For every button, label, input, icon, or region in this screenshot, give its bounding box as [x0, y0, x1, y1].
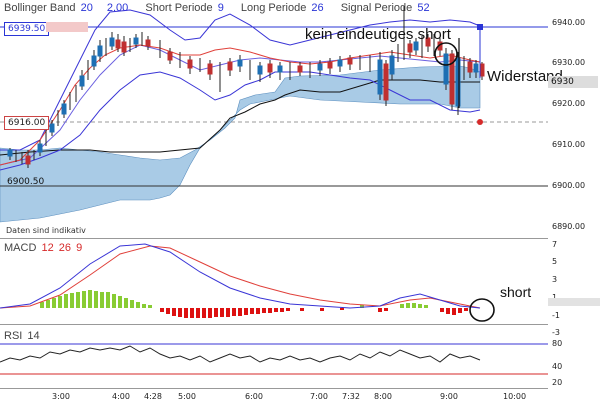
macd-tick-3: 3 [552, 275, 558, 284]
macd-histogram-positive [40, 290, 428, 308]
rsi-period: 14 [27, 330, 40, 342]
rsi-line [0, 345, 481, 363]
time-label-8: 8:00 [374, 392, 392, 401]
macd-p2: 26 [58, 242, 72, 254]
time-label-428: 4:28 [144, 392, 162, 401]
macd-panel[interactable]: MACD 12 26 9 short [0, 240, 548, 325]
price-chart-panel[interactable]: Bollinger Band 20 2.00 Short Periode 9 Lo… [0, 0, 563, 239]
rsi-tick-40: 40 [552, 362, 563, 371]
macd-y-axis: 7 5 3 1 -1 -3 [548, 240, 600, 337]
annotation-circle-top [434, 42, 458, 66]
macd-line-blue [0, 243, 481, 309]
bollinger-upper [0, 9, 481, 151]
y-tick-6890: 6890.00 [552, 222, 586, 231]
price-chart-canvas[interactable] [0, 0, 548, 238]
bollinger-label: Bollinger Band [4, 2, 76, 14]
short-period-value: 9 [217, 2, 224, 14]
time-label-9: 9:00 [440, 392, 458, 401]
macd-tick-neg3: -3 [552, 328, 560, 337]
bollinger-middle [0, 44, 481, 166]
time-label-6: 6:00 [245, 392, 263, 401]
short-period-label: Short Periode [145, 2, 213, 14]
time-label-4: 4:00 [112, 392, 130, 401]
rsi-chart-canvas[interactable] [0, 328, 548, 388]
middle-price-tag: 6916.00 [4, 116, 50, 130]
upper-price-tag: 6939.50 [4, 22, 50, 36]
time-label-7: 7:00 [310, 392, 328, 401]
macd-tick-5: 5 [552, 257, 558, 266]
macd-legend: MACD 12 26 9 [4, 242, 84, 254]
bollinger-lower [0, 71, 481, 171]
rsi-y-axis: 80 40 20 [548, 328, 600, 388]
annotation-short: short [500, 284, 532, 300]
price-legend: Bollinger Band 20 2.00 Short Periode 9 Lo… [4, 2, 444, 14]
lower-price-tag: 6900.50 [7, 177, 45, 187]
macd-tick-neg1: -1 [552, 311, 560, 320]
time-axis: 3:00 4:00 4:28 5:00 6:00 7:00 7:32 8:00 … [0, 390, 548, 406]
candlesticks [7, 6, 485, 168]
annotation-circle-macd [469, 298, 495, 322]
macd-p3: 9 [76, 242, 83, 254]
current-price-tag-right: 6930 [548, 76, 598, 88]
rsi-tick-20: 20 [552, 378, 563, 387]
y-tick-6900: 6900.00 [552, 181, 586, 190]
rsi-legend: RSI 14 [4, 330, 42, 342]
macd-p1: 12 [41, 242, 54, 254]
long-period-value: 26 [311, 2, 324, 14]
rsi-tick-80: 80 [552, 339, 563, 348]
bollinger-period: 20 [80, 2, 93, 14]
macd-label: MACD [4, 242, 37, 254]
time-label-3: 3:00 [52, 392, 70, 401]
long-period-label: Long Periode [240, 2, 307, 14]
rsi-panel[interactable]: RSI 14 [0, 328, 548, 389]
time-label-732: 7:32 [342, 392, 360, 401]
y-tick-6930: 6930.00 [552, 58, 586, 67]
kijun-line [0, 79, 480, 156]
ichimoku-cloud [0, 65, 481, 223]
macd-signal-red [0, 245, 481, 309]
annotation-no-clear-short: kein eindeutiges short [305, 26, 451, 43]
disclaimer-text: Daten sind indikativ [6, 226, 86, 235]
y-tick-6910: 6910.00 [552, 140, 586, 149]
macd-tick-1: 1 [552, 293, 557, 302]
time-label-5: 5:00 [178, 392, 196, 401]
time-label-10: 10:00 [503, 392, 527, 401]
signal-period-label: Signal Periode [340, 2, 413, 14]
macd-tick-7: 7 [552, 240, 558, 249]
macd-current-bar [548, 298, 600, 306]
annotation-resistance: Widerstand [487, 68, 563, 85]
macd-histogram-negative [160, 308, 468, 318]
y-tick-6940: 6940.00 [552, 18, 586, 27]
y-tick-6920: 6920.00 [552, 99, 586, 108]
rsi-label: RSI [4, 330, 23, 342]
macd-chart-canvas[interactable] [0, 240, 548, 324]
signal-period-value: 52 [417, 2, 430, 14]
upper-price-bar [46, 22, 88, 32]
target-marker-dot [477, 119, 483, 125]
price-y-axis: 6940.00 6930.00 6920.00 6910.00 6900.00 … [548, 0, 600, 238]
